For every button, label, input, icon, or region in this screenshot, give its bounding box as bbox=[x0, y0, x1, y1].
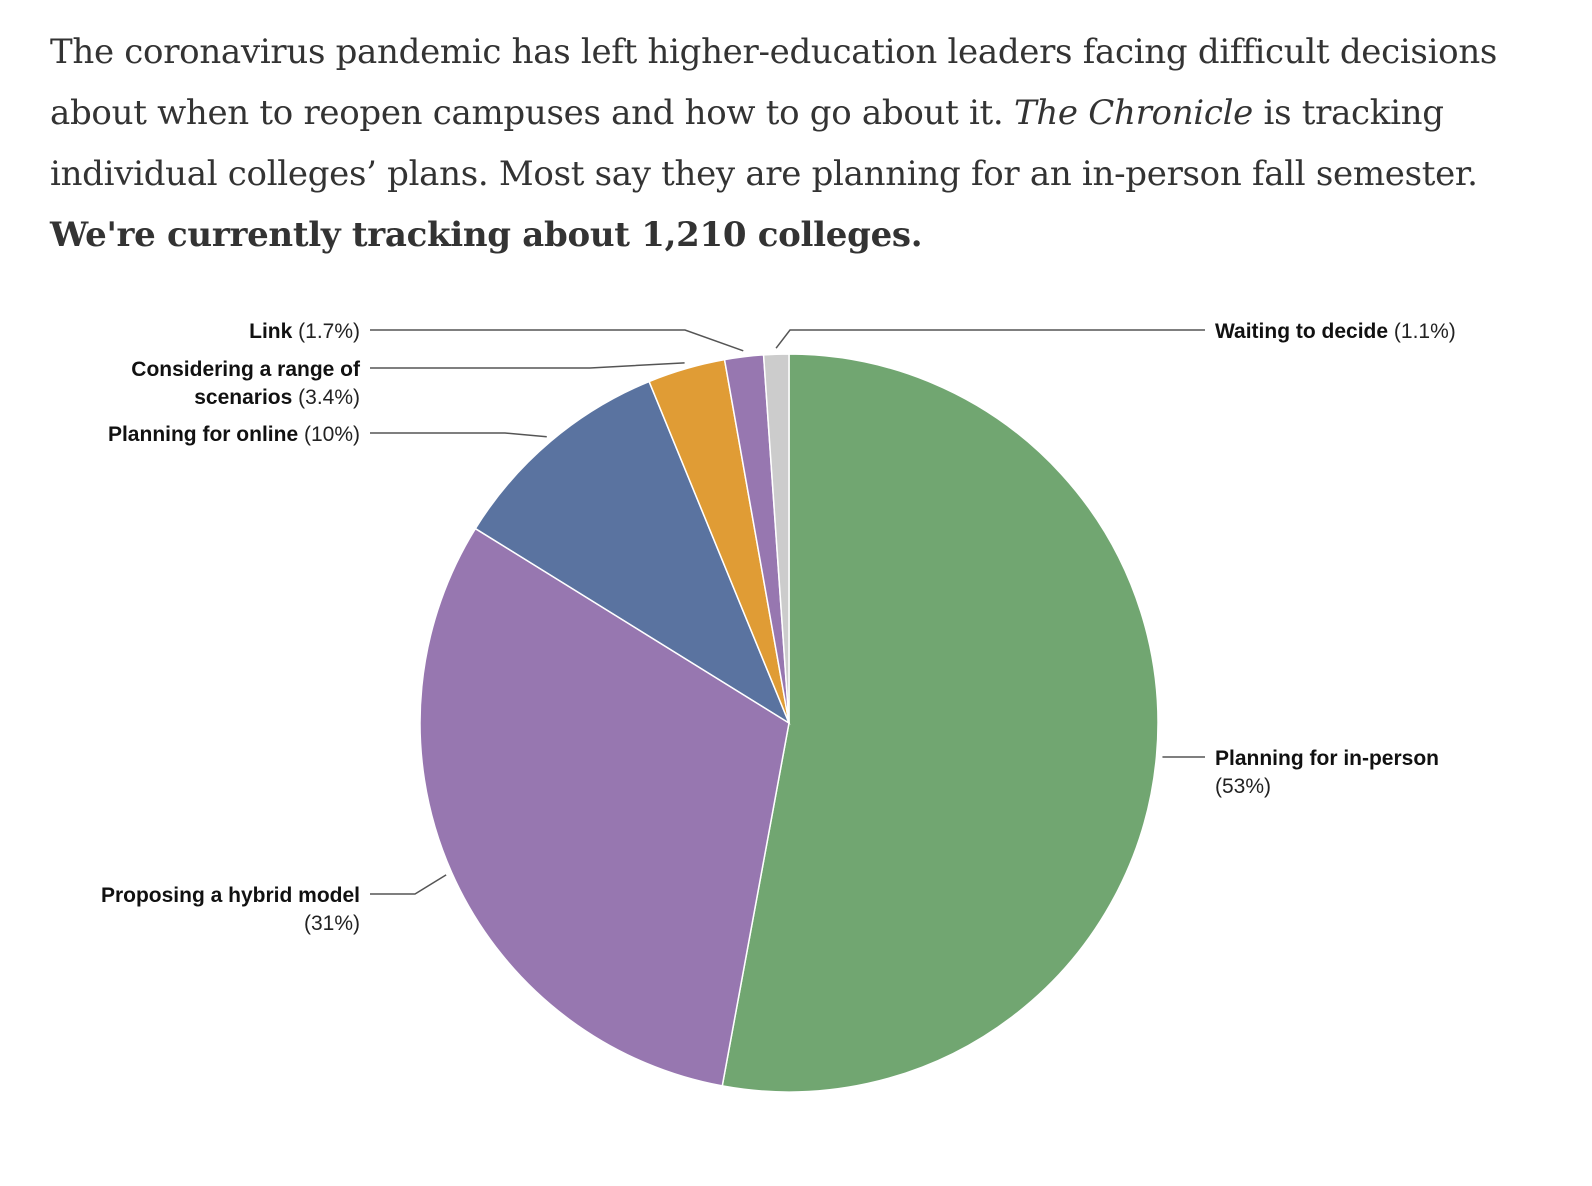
intro-paragraph: The coronavirus pandemic has left higher… bbox=[50, 22, 1550, 266]
pie-slices bbox=[419, 353, 1159, 1093]
leader-line-waiting-to-decide bbox=[775, 329, 1205, 349]
label-leader-lines bbox=[370, 329, 1205, 895]
pie-slice-proposing-a-hybrid-model bbox=[419, 527, 790, 1087]
leader-line-planning-for-online bbox=[370, 432, 547, 438]
leader-line-link bbox=[370, 329, 744, 352]
pie-slice-planning-for-online bbox=[474, 380, 791, 725]
slice-label-considering-a-range-of-scenarios: Considering a range of scenarios (3.4%) bbox=[131, 358, 361, 409]
leader-line-proposing-a-hybrid-model bbox=[370, 874, 447, 895]
intro-text-1: The coronavirus pandemic has left higher… bbox=[50, 32, 1498, 133]
tracking-count-text: We're currently tracking about 1,210 col… bbox=[50, 215, 923, 255]
intro-text-2: is tracking individual colleges’ plans. … bbox=[50, 93, 1478, 194]
pie-slice-waiting-to-decide bbox=[762, 353, 790, 724]
publication-name: The Chronicle bbox=[1013, 93, 1254, 133]
slice-label-proposing-a-hybrid-model: Proposing a hybrid model (31%) bbox=[101, 884, 360, 935]
pie-slice-planning-for-in-person bbox=[721, 353, 1159, 1093]
slice-label-planning-for-in-person: Planning for in-person (53%) bbox=[1215, 747, 1439, 798]
leader-line-considering-a-range-of-scenarios bbox=[370, 362, 685, 369]
slice-label-planning-for-online: Planning for online (10%) bbox=[108, 423, 360, 446]
slice-label-waiting-to-decide: Waiting to decide (1.1%) bbox=[1215, 320, 1456, 343]
slice-labels: Planning for in-person (53%) Proposing a h… bbox=[101, 320, 1456, 935]
slice-label-link: Link (1.7%) bbox=[249, 320, 360, 343]
